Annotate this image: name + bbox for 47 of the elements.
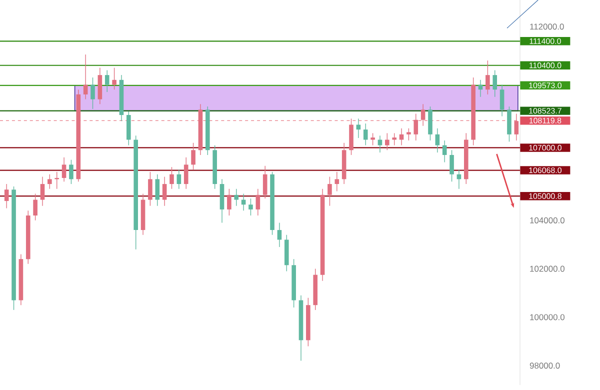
candlestick xyxy=(104,70,110,92)
candlestick xyxy=(248,198,253,216)
candlestick xyxy=(277,222,282,248)
y-tick-label: 100000.0 xyxy=(530,314,564,320)
candlestick xyxy=(392,132,396,146)
candlestick xyxy=(334,172,340,192)
candlestick xyxy=(500,84,504,117)
candlestick xyxy=(406,128,411,141)
candlestick xyxy=(69,159,74,184)
candlestick xyxy=(514,113,519,141)
candlestick xyxy=(155,174,160,206)
candlestick xyxy=(148,172,152,206)
candlestick xyxy=(191,142,196,170)
candlestick xyxy=(385,132,390,150)
candlestick xyxy=(328,176,332,206)
y-tick-label: 104000.0 xyxy=(530,217,564,224)
candlestick xyxy=(420,104,426,126)
candlestick xyxy=(40,176,45,206)
candlestick xyxy=(478,80,483,98)
candlestick xyxy=(83,54,88,100)
candlestick xyxy=(256,188,260,216)
candlestick xyxy=(486,60,490,95)
candlestick xyxy=(184,157,188,190)
candlestick xyxy=(90,77,95,110)
candlestick xyxy=(442,140,447,163)
candlestick xyxy=(492,70,498,98)
candlestick xyxy=(4,184,9,209)
candlestick xyxy=(62,157,66,182)
candlestick xyxy=(356,118,361,138)
candlestick xyxy=(112,67,116,90)
y-tick-label: 102000.0 xyxy=(530,266,564,272)
candlestick xyxy=(48,174,52,190)
candlestick xyxy=(170,166,174,190)
candlestick xyxy=(162,176,167,206)
candlestick xyxy=(227,188,232,216)
candlestick xyxy=(363,123,368,146)
candlestick xyxy=(450,150,454,182)
candlestick xyxy=(176,169,182,190)
y-tick-label: 112000.0 xyxy=(530,24,564,30)
candlestick xyxy=(234,188,239,206)
candlestick xyxy=(378,135,382,153)
candlestick xyxy=(414,113,418,141)
candlestick xyxy=(370,132,375,146)
candlestick xyxy=(262,166,268,199)
candlestick xyxy=(435,128,440,153)
candlestick xyxy=(33,193,38,221)
y-tick-label: 98000.0 xyxy=(530,362,560,369)
